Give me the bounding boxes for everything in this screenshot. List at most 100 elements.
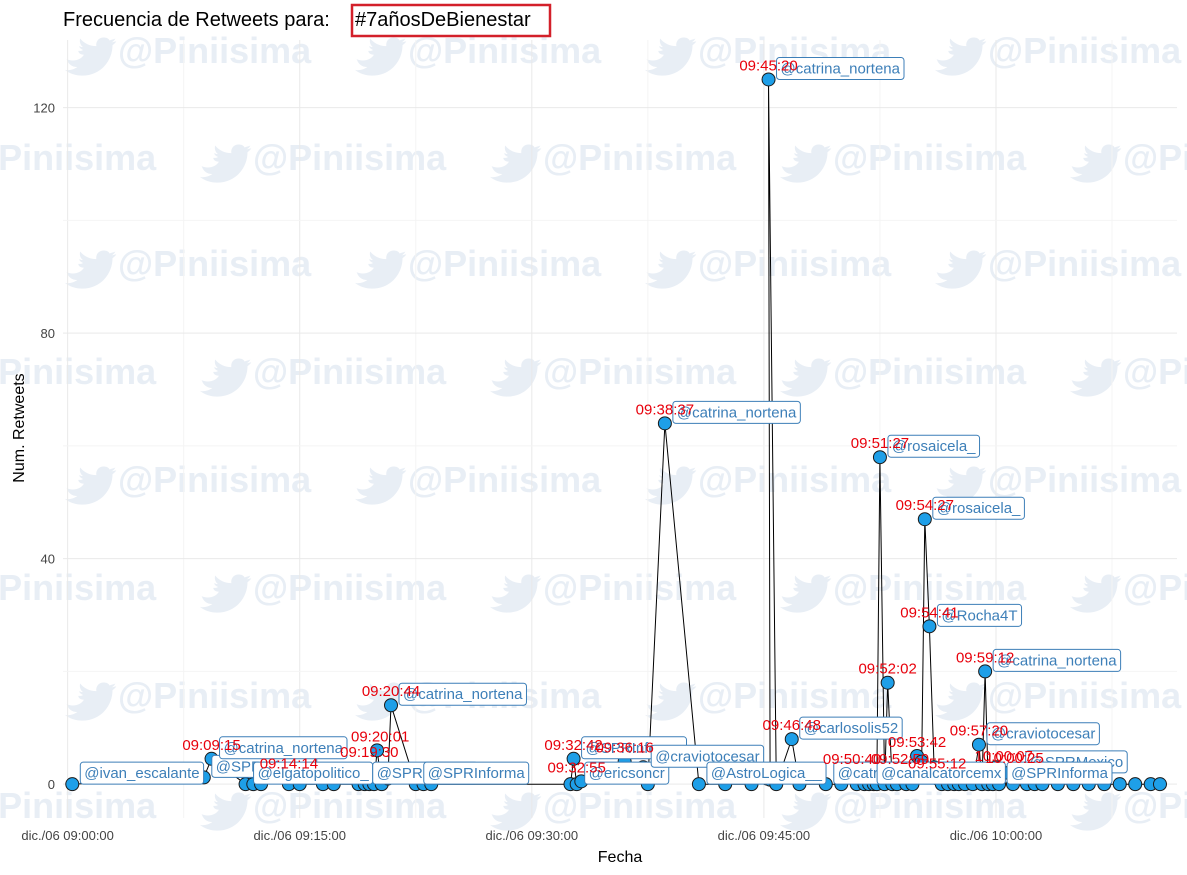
- data-point: [65, 777, 80, 792]
- svg-text:@Piniisima: @Piniisima: [253, 137, 447, 178]
- watermark-tile: @Piniisima: [490, 137, 737, 183]
- time-label: 09:53:42: [888, 734, 946, 751]
- svg-text:@Piniisima: @Piniisima: [253, 567, 447, 608]
- time-label: 09:19:30: [340, 744, 398, 761]
- watermark-tile: @Piniisima: [780, 785, 1027, 831]
- user-label: @craviotocesar: [986, 722, 1100, 746]
- watermark-tile: @Piniisima: [200, 567, 447, 613]
- svg-text:@AstroLogica__: @AstroLogica__: [711, 765, 823, 782]
- svg-text:@Piniisima: @Piniisima: [0, 785, 157, 826]
- svg-text:@Piniisima: @Piniisima: [543, 567, 737, 608]
- time-label: 10:00:25: [985, 750, 1043, 767]
- svg-text:@Piniisima: @Piniisima: [118, 459, 312, 500]
- svg-text:@Piniisima: @Piniisima: [1123, 137, 1187, 178]
- watermark-tile: @Piniisima: [65, 459, 312, 505]
- svg-text:@Piniisima: @Piniisima: [1123, 567, 1187, 608]
- svg-text:@catrina_nortena: @catrina_nortena: [997, 652, 1117, 669]
- watermark-tile: @Piniisima: [1070, 567, 1187, 613]
- time-label: 09:38:37: [636, 401, 694, 418]
- watermark-tile: @Piniisima: [200, 137, 447, 183]
- hashtag-highlight-box: [350, 3, 552, 38]
- axes: dic./06 09:00:00 dic./06 09:15:00 dic./06 …: [11, 101, 1042, 866]
- svg-text:@Piniisima: @Piniisima: [0, 351, 157, 392]
- svg-text:@Rocha4T: @Rocha4T: [941, 607, 1017, 624]
- svg-text:@catrina_nortena: @catrina_nortena: [224, 740, 344, 757]
- watermark-tile: @Piniisima: [935, 243, 1182, 289]
- time-label: 09:45:20: [739, 57, 797, 74]
- time-label: 09:36:16: [595, 740, 653, 757]
- data-point: [917, 512, 932, 527]
- data-point: [971, 737, 986, 752]
- watermark-tile: @Piniisima: [65, 30, 312, 76]
- svg-text:@canalcatorcemx: @canalcatorcemx: [881, 765, 1002, 782]
- y-tick-label: 0: [48, 777, 55, 792]
- watermark-tile: @Piniisima: [935, 30, 1182, 76]
- user-label: @canalcatorcemx: [876, 761, 1006, 785]
- svg-text:@Piniisima: @Piniisima: [833, 785, 1027, 826]
- watermark-tile: @Piniisima: [355, 459, 602, 505]
- x-tick-label: dic./06 09:30:00: [486, 828, 579, 843]
- user-label: @catrina_nortena: [672, 400, 801, 424]
- user-label: @SPRInforma: [423, 761, 530, 785]
- svg-text:@craviotocesar: @craviotocesar: [991, 726, 1095, 743]
- svg-text:@catrina_nortena: @catrina_nortena: [677, 404, 797, 421]
- data-point: [566, 751, 581, 766]
- watermark-tile: @Piniisima: [490, 567, 737, 613]
- data-point: [978, 664, 993, 679]
- watermark-tile: @Piniisima: [490, 785, 737, 831]
- watermark-tile: @Piniisima: [1070, 137, 1187, 183]
- user-label: @rosaicela_: [887, 434, 981, 458]
- hashtag-label: #7añosDeBienestar: [355, 9, 531, 31]
- user-label: @AstroLogica__: [706, 761, 827, 785]
- svg-text:@Piniisima: @Piniisima: [1123, 785, 1187, 826]
- watermark-tile: @Piniisima: [0, 785, 157, 826]
- svg-text:@Piniisima: @Piniisima: [408, 243, 602, 284]
- time-label: 09:20:44: [362, 683, 420, 700]
- watermark-layer: @Piniisima @Piniisima @Piniisima @Piniisima…: [0, 30, 1187, 831]
- svg-text:@elgatopolitico_: @elgatopolitico_: [258, 765, 370, 782]
- data-point: [784, 732, 799, 747]
- user-label: @carlosolis52: [799, 716, 903, 740]
- time-label: 09:57:20: [950, 723, 1008, 740]
- svg-text:@Piniisima: @Piniisima: [833, 137, 1027, 178]
- watermark-tile: @Piniisima: [780, 351, 1027, 397]
- svg-text:@Piniisima: @Piniisima: [833, 567, 1027, 608]
- svg-text:@carlosolis52: @carlosolis52: [804, 720, 898, 737]
- time-label: 09:59:12: [956, 649, 1014, 666]
- user-label: @Rocha4T: [936, 603, 1023, 627]
- time-label: 10:00:07: [975, 748, 1033, 765]
- watermark-tile: @Piniisima: [490, 351, 737, 397]
- watermark-tile: @Piniisima: [200, 351, 447, 397]
- watermark-tile: @Piniisima: [935, 459, 1182, 505]
- grid-lines: [63, 40, 1177, 818]
- svg-text:@Piniisima: @Piniisima: [988, 243, 1182, 284]
- user-label: @ericsoncr: [584, 761, 670, 785]
- x-axis-label: Fecha: [598, 849, 643, 866]
- time-label: 09:46:48: [763, 717, 821, 734]
- svg-text:@Piniisima: @Piniisima: [698, 243, 892, 284]
- x-tick-labels: dic./06 09:00:00 dic./06 09:15:00 dic./06 …: [21, 828, 1042, 843]
- data-point: [872, 450, 887, 465]
- time-label: 09:52:02: [858, 661, 916, 678]
- svg-text:@Piniisima: @Piniisima: [118, 30, 312, 71]
- user-label: @SPRInforma: [1006, 761, 1113, 785]
- svg-text:@Piniisima: @Piniisima: [833, 351, 1027, 392]
- time-label: 09:54:41: [900, 604, 958, 621]
- watermark-tile: @Piniisima: [355, 243, 602, 289]
- watermark-tile: @Piniisima: [200, 785, 447, 831]
- data-point: [922, 619, 937, 634]
- watermark-tile: @Piniisima: [645, 243, 892, 289]
- time-label: 09:20:01: [351, 728, 409, 745]
- time-label: 09:14:14: [260, 755, 318, 772]
- watermark-tile: @Piniisima: [0, 351, 157, 392]
- svg-text:@craviotocesar: @craviotocesar: [655, 748, 759, 765]
- data-point: [691, 777, 706, 792]
- watermark-tile: @Piniisima: [935, 675, 1182, 721]
- watermark-tile: @Piniisima: [780, 137, 1027, 183]
- svg-text:@Piniisima: @Piniisima: [698, 459, 892, 500]
- watermark-tile: @Piniisima: [1070, 351, 1187, 397]
- svg-text:@catrina_nortena: @catrina_nortena: [403, 686, 523, 703]
- svg-text:@Piniisima: @Piniisima: [698, 675, 892, 716]
- time-label: 09:51:27: [851, 435, 909, 452]
- user-label: @elgatopolitico_: [253, 761, 374, 785]
